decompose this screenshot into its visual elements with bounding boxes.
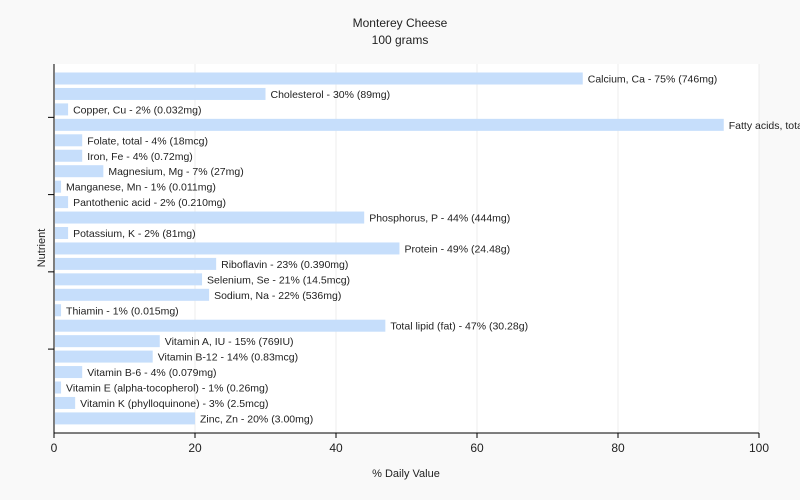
bar-label: Manganese, Mn - 1% (0.011mg) xyxy=(66,182,216,194)
bar xyxy=(55,257,217,270)
bar-label: Sodium, Na - 22% (536mg) xyxy=(214,290,341,302)
bar-label: Vitamin A, IU - 15% (769IU) xyxy=(165,336,294,348)
bar xyxy=(55,273,203,286)
bar-label: Selenium, Se - 21% (14.5mcg) xyxy=(207,274,350,286)
x-tick-label: 100 xyxy=(749,441,769,455)
bar-label: Magnesium, Mg - 7% (27mg) xyxy=(108,166,243,178)
bar xyxy=(55,288,210,301)
bar xyxy=(55,350,153,363)
x-tick-label: 40 xyxy=(329,441,343,455)
axes-group: 0 20 40 60 80 100 xyxy=(48,64,769,455)
bar xyxy=(55,211,365,224)
bar-label: Fatty acids, total saturated - 95% (19.0… xyxy=(729,120,800,132)
bar-label: Iron, Fe - 4% (0.72mg) xyxy=(87,151,193,163)
bar xyxy=(55,335,160,348)
bar xyxy=(55,242,400,255)
chart-title: Monterey Cheese xyxy=(353,16,448,30)
bar xyxy=(55,227,69,239)
bar-label: Calcium, Ca - 75% (746mg) xyxy=(588,74,718,86)
bar xyxy=(55,412,195,425)
bar-label: Protein - 49% (24.48g) xyxy=(404,243,510,255)
bar xyxy=(55,103,69,116)
bar xyxy=(55,165,104,178)
bar-label: Vitamin B-12 - 14% (0.83mcg) xyxy=(158,352,298,364)
bar-label: Vitamin K (phylloquinone) - 3% (2.5mcg) xyxy=(80,398,268,410)
bar-label: Thiamin - 1% (0.015mg) xyxy=(66,305,179,317)
bar-label: Riboflavin - 23% (0.390mg) xyxy=(221,259,348,271)
bars-group: Calcium, Ca - 75% (746mg) Cholesterol - 3… xyxy=(55,72,800,425)
bar xyxy=(55,72,583,85)
x-tick-label: 0 xyxy=(51,441,58,455)
bar-label: Total lipid (fat) - 47% (30.28g) xyxy=(390,321,528,333)
x-tick-label: 80 xyxy=(611,441,625,455)
bar xyxy=(55,196,69,209)
bar xyxy=(55,396,76,409)
y-axis-title: Nutrient xyxy=(36,229,48,268)
bar-label: Zinc, Zn - 20% (3.00mg) xyxy=(200,413,313,425)
bar-label: Potassium, K - 2% (81mg) xyxy=(73,228,196,240)
chart-subtitle: 100 grams xyxy=(372,33,429,47)
bar xyxy=(55,319,386,332)
bar-label: Pantothenic acid - 2% (0.210mg) xyxy=(73,197,226,209)
bar xyxy=(55,134,83,147)
x-axis-title: % Daily Value xyxy=(372,468,440,480)
bar xyxy=(55,381,62,394)
bar-label: Vitamin B-6 - 4% (0.079mg) xyxy=(87,367,216,379)
x-tick-label: 20 xyxy=(188,441,202,455)
bar xyxy=(55,149,83,162)
bar xyxy=(55,118,724,131)
x-tick-label: 60 xyxy=(470,441,484,455)
bar xyxy=(55,180,62,193)
bar xyxy=(55,366,83,379)
bar-label: Cholesterol - 30% (89mg) xyxy=(271,89,391,101)
bar xyxy=(55,304,62,317)
bar-label: Folate, total - 4% (18mcg) xyxy=(87,135,208,147)
bar-label: Phosphorus, P - 44% (444mg) xyxy=(369,213,510,225)
bar xyxy=(55,87,266,100)
bar-label: Copper, Cu - 2% (0.032mg) xyxy=(73,104,201,116)
bar-label: Vitamin E (alpha-tocopherol) - 1% (0.26m… xyxy=(66,383,268,395)
